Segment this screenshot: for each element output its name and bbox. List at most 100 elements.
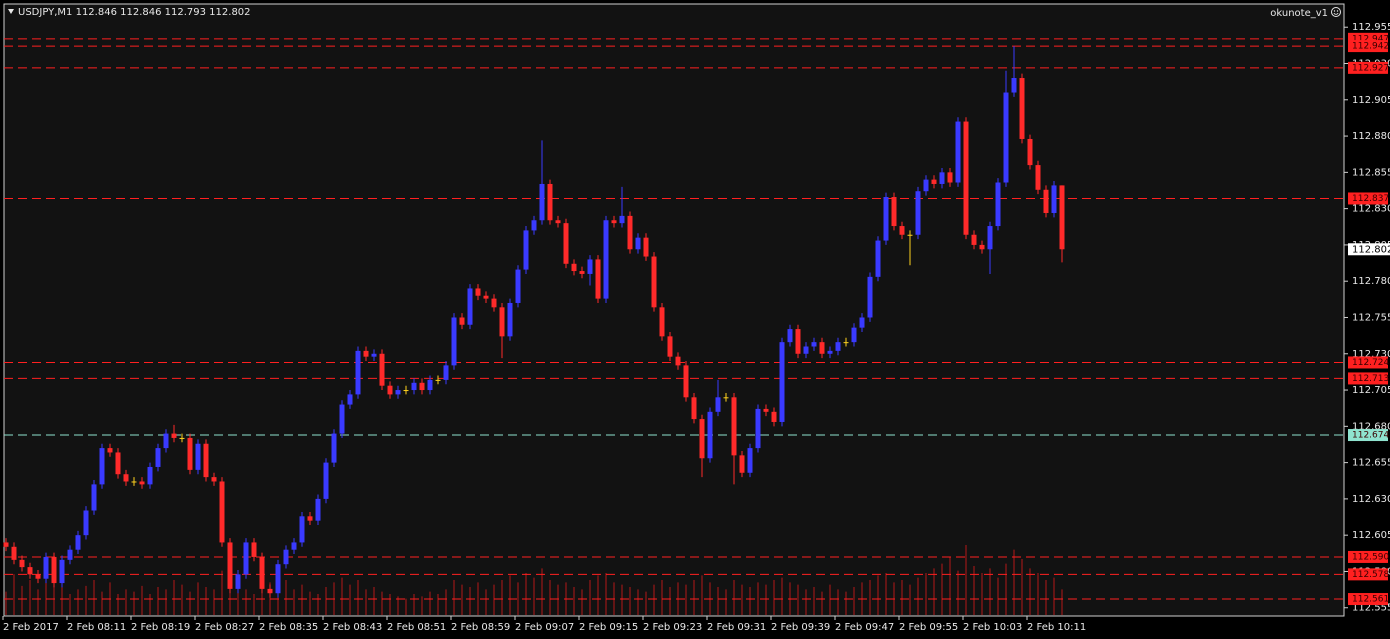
candle-body (347, 394, 353, 405)
candle-body (803, 346, 809, 354)
level-label: 112.713 (1352, 374, 1389, 384)
current-price-box (1348, 243, 1390, 256)
candle-body (203, 443, 209, 478)
candle-body (667, 336, 673, 357)
level-label: 112.942 (1352, 42, 1389, 52)
candle-body (859, 317, 865, 328)
y-tick-label: 112.655 (1352, 458, 1390, 469)
candle-body (875, 240, 881, 277)
candle-body (459, 317, 465, 325)
candle-body (715, 397, 721, 412)
candle-body (235, 574, 241, 589)
candle-body (195, 443, 201, 470)
candle-body (275, 564, 281, 594)
candle-body (659, 307, 665, 337)
candle-body (403, 390, 409, 392)
x-tick-label: 2 Feb 09:31 (707, 622, 766, 633)
level-label-box (1348, 372, 1388, 385)
x-tick-label: 2 Feb 08:43 (323, 622, 382, 633)
indicator-name: okunote_v1 (1270, 8, 1328, 19)
x-tick-label: 2 Feb 08:51 (387, 622, 446, 633)
candle-body (595, 259, 601, 299)
candle-body (219, 481, 225, 543)
level-label-box (1348, 61, 1388, 74)
level-label: 112.674 (1352, 431, 1389, 441)
candle-body (211, 477, 217, 482)
candle-body (603, 220, 609, 299)
candle-body (1003, 92, 1009, 183)
candle-body (419, 382, 425, 391)
y-tick-label: 112.855 (1352, 167, 1390, 178)
x-tick-label: 2 Feb 08:19 (131, 622, 190, 633)
candle-body (507, 302, 513, 337)
candle-body (619, 215, 625, 224)
level-label-box (1348, 568, 1388, 581)
candle-body (779, 342, 785, 422)
y-tick-label: 112.605 (1352, 530, 1390, 541)
candle-body (635, 237, 641, 250)
candle-body (451, 317, 457, 366)
candle-body (515, 269, 521, 303)
candle-body (51, 556, 57, 584)
candle-body (699, 419, 705, 459)
candle-body (1011, 78, 1017, 93)
candle-body (483, 295, 489, 299)
candle-body (75, 535, 81, 550)
candle-body (107, 448, 113, 453)
candle-body (123, 474, 129, 482)
candle-body (795, 329, 801, 354)
x-tick-label: 2 Feb 09:23 (643, 622, 702, 633)
x-tick-label: 2 Feb 09:07 (515, 622, 574, 633)
candle-body (963, 121, 969, 235)
candle-body (91, 484, 97, 511)
level-label: 112.578 (1352, 570, 1389, 580)
candle-body (83, 510, 89, 536)
x-tick-label: 2 Feb 09:55 (899, 622, 958, 633)
candle-body (947, 172, 953, 183)
candle-body (179, 437, 185, 439)
chart-title: USDJPY,M1 112.846 112.846 112.793 112.80… (18, 7, 251, 18)
candle-body (1043, 189, 1049, 213)
candle-body (747, 448, 753, 473)
candle-body (411, 382, 417, 391)
candle-body (731, 397, 737, 456)
candle-body (59, 559, 65, 584)
candle-body (323, 462, 329, 499)
candle-body (563, 223, 569, 264)
candle-body (395, 390, 401, 395)
candle-body (771, 411, 777, 422)
candle-body (883, 197, 889, 241)
level-label-box (1348, 593, 1388, 606)
plot-area (3, 3, 1345, 617)
candle-body (1059, 185, 1065, 250)
candle-body (11, 546, 17, 560)
candle-body (43, 556, 49, 579)
candle-body (651, 256, 657, 308)
y-tick-label: 112.705 (1352, 385, 1390, 396)
candle-body (131, 481, 137, 483)
y-tick-label: 112.780 (1352, 276, 1390, 287)
candle-body (555, 220, 561, 224)
candle-body (1051, 185, 1057, 213)
candle-body (827, 350, 833, 354)
candle-body (363, 350, 369, 357)
candle-body (147, 466, 153, 485)
candle-body (931, 179, 937, 184)
candle-body (531, 220, 537, 231)
candle-body (315, 498, 321, 521)
candle-body (355, 350, 361, 395)
y-tick-label: 112.680 (1352, 421, 1390, 432)
x-tick-label: 2 Feb 08:35 (259, 622, 318, 633)
candle-body (987, 226, 993, 250)
candle-body (331, 433, 337, 463)
candle-body (379, 353, 385, 386)
candle-body (891, 197, 897, 227)
menu-arrow[interactable] (8, 9, 14, 14)
candle-body (627, 215, 633, 250)
level-label-box (1348, 192, 1388, 205)
level-label-box (1348, 550, 1388, 563)
candle-body (547, 183, 553, 221)
candle-body (35, 574, 41, 579)
candle-body (979, 244, 985, 250)
